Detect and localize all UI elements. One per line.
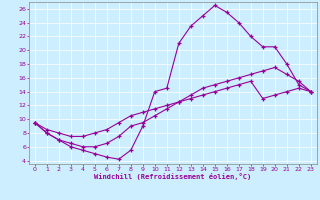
X-axis label: Windchill (Refroidissement éolien,°C): Windchill (Refroidissement éolien,°C) <box>94 173 252 180</box>
